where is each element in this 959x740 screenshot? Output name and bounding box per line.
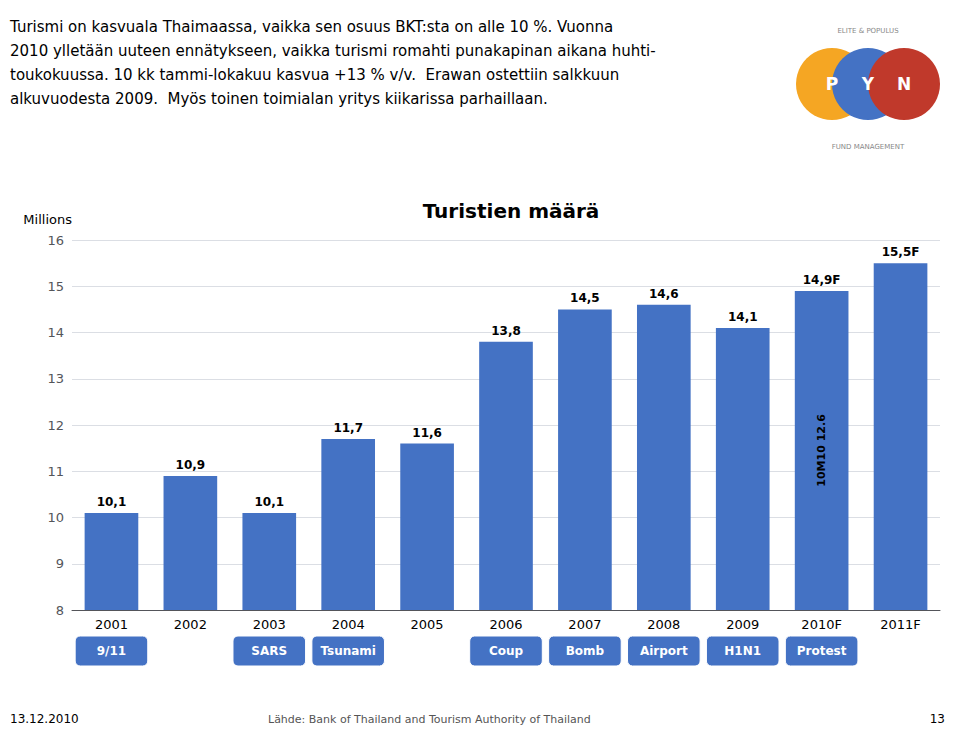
svg-text:13: 13 — [47, 371, 64, 386]
svg-text:14,5: 14,5 — [570, 291, 600, 305]
svg-text:2010F: 2010F — [801, 617, 842, 632]
svg-text:10,9: 10,9 — [176, 458, 206, 472]
svg-text:2005: 2005 — [411, 617, 444, 632]
svg-text:14,9F: 14,9F — [803, 273, 841, 287]
svg-text:2009: 2009 — [726, 617, 759, 632]
svg-text:15: 15 — [47, 279, 64, 294]
svg-text:14,6: 14,6 — [649, 287, 679, 301]
svg-text:2008: 2008 — [647, 617, 680, 632]
svg-text:2002: 2002 — [174, 617, 207, 632]
svg-text:SARS: SARS — [251, 644, 287, 658]
svg-text:10,1: 10,1 — [97, 495, 127, 509]
svg-text:11: 11 — [47, 464, 64, 479]
svg-text:2003: 2003 — [253, 617, 286, 632]
svg-text:16: 16 — [47, 233, 64, 248]
svg-text:10,1: 10,1 — [254, 495, 284, 509]
svg-text:Bomb: Bomb — [566, 644, 605, 658]
svg-text:11,6: 11,6 — [412, 426, 442, 440]
svg-text:N: N — [897, 74, 911, 94]
svg-text:2001: 2001 — [95, 617, 128, 632]
svg-text:13,8: 13,8 — [491, 324, 521, 338]
svg-text:9: 9 — [56, 556, 64, 571]
svg-text:Coup: Coup — [489, 644, 524, 658]
svg-text:11,7: 11,7 — [333, 421, 363, 435]
svg-text:FUND MANAGEMENT: FUND MANAGEMENT — [832, 143, 905, 151]
svg-text:toukokuussa. 10 kk tammi-lokak: toukokuussa. 10 kk tammi-lokakuu kasvua … — [10, 66, 619, 84]
svg-text:H1N1: H1N1 — [724, 644, 761, 658]
svg-text:2010 ylletään uuteen ennätykse: 2010 ylletään uuteen ennätykseen, vaikka… — [10, 42, 656, 60]
svg-text:15,5F: 15,5F — [882, 245, 920, 259]
svg-text:Tsunami: Tsunami — [320, 644, 376, 658]
svg-text:ELITE & POPULUS: ELITE & POPULUS — [837, 27, 899, 35]
svg-text:2007: 2007 — [568, 617, 601, 632]
svg-text:13: 13 — [930, 712, 945, 726]
svg-text:14,1: 14,1 — [728, 310, 758, 324]
svg-text:2011F: 2011F — [880, 617, 921, 632]
svg-text:Turismi on kasvuala Thaimaassa: Turismi on kasvuala Thaimaassa, vaikka s… — [9, 18, 613, 36]
svg-text:Airport: Airport — [640, 644, 688, 658]
svg-text:P: P — [826, 74, 838, 94]
svg-text:9/11: 9/11 — [97, 644, 126, 658]
svg-text:10: 10 — [47, 510, 64, 525]
svg-text:13.12.2010: 13.12.2010 — [10, 712, 79, 726]
svg-text:12: 12 — [47, 418, 64, 433]
svg-text:2004: 2004 — [332, 617, 365, 632]
svg-text:Millions: Millions — [23, 212, 72, 227]
svg-text:14: 14 — [47, 325, 64, 340]
svg-text:Y: Y — [861, 74, 875, 94]
svg-text:Lähde: Bank of Thailand and To: Lähde: Bank of Thailand and Tourism Auth… — [268, 713, 591, 726]
svg-text:Turistien määrä: Turistien määrä — [423, 199, 600, 223]
svg-text:2006: 2006 — [489, 617, 522, 632]
svg-text:alkuvuodesta 2009. Myös toine: alkuvuodesta 2009. Myös toinen toimialan… — [10, 90, 548, 108]
svg-text:10M10 12.6: 10M10 12.6 — [815, 414, 828, 487]
svg-text:8: 8 — [56, 603, 64, 618]
svg-text:Protest: Protest — [797, 644, 847, 658]
